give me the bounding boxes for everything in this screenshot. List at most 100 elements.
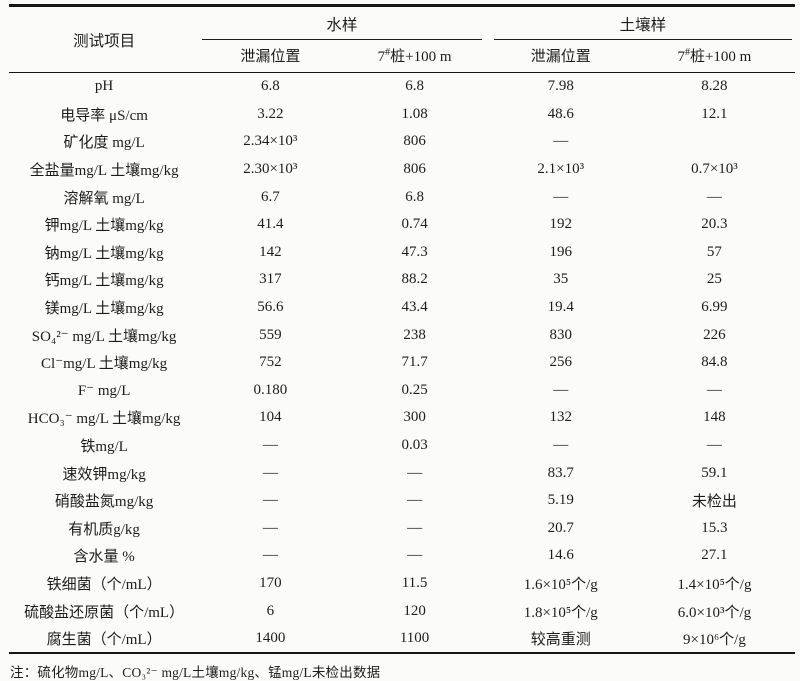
cell-value: 806 [403, 161, 426, 178]
cell-value: 1100 [341, 624, 488, 655]
row-label: 硫酸盐还原菌（个/mL） [24, 604, 185, 621]
cell-value: 2.1×10³ [537, 161, 585, 178]
cell-value: — [553, 188, 569, 205]
subheader-text: 桩+100 m [390, 49, 452, 65]
cell-value: 104 [259, 409, 282, 426]
cell-value: 19.4 [547, 299, 574, 316]
cell-value: — [706, 437, 722, 454]
row-label: 有机质g/kg [68, 521, 140, 538]
table-note: 注：硫化物mg/L、CO₃²⁻ mg/L土壤mg/kg、锰mg/L未检出数据 [10, 665, 381, 681]
cell-value: 317 [259, 271, 282, 288]
cell-value: — [407, 547, 423, 564]
table-row: 含水量 % — — 14.6 27.1 [9, 542, 795, 570]
cell-value: 47.3 [401, 243, 428, 260]
row-label: 含水量 % [73, 549, 135, 566]
cell-value: 830 [549, 326, 573, 343]
cell-value: — [262, 547, 278, 564]
subheader-water-leak-location: 泄漏位置 [199, 40, 342, 73]
cell-value: 6.7 [260, 188, 280, 205]
cell-value: 9×10⁶个/g [633, 624, 795, 655]
table-row: Cl⁻mg/L 土壤mg/kg 752 71.7 256 84.8 [9, 349, 795, 377]
cell-value: 5.19 [547, 492, 574, 509]
cell-value: 300 [403, 409, 426, 426]
cell-value: 20.7 [547, 519, 574, 536]
cell-value: 226 [703, 326, 726, 343]
cell-value: — [262, 437, 278, 454]
table-row: 镁mg/L 土壤mg/kg 56.6 43.4 19.4 6.99 [9, 294, 795, 322]
cell-value: 1.8×10⁵个/g [523, 604, 598, 621]
group-header-row: 测试项目 水样 土壤样 [9, 5, 795, 73]
table-row: 矿化度 mg/L 2.34×10³ 806 — [9, 128, 795, 156]
table-header: 测试项目 水样 土壤样 泄漏位置 7#桩+100 m 泄漏位置 7#桩+100 … [9, 5, 795, 73]
cell-value: 56.6 [257, 299, 284, 316]
superscript-hash: # [385, 47, 391, 58]
row-label: Cl⁻mg/L 土壤mg/kg [41, 356, 168, 373]
cell-value: 2.30×10³ [243, 161, 298, 178]
row-label: 腐生菌（个/mL） [9, 624, 200, 655]
table-row: HCO₃⁻ mg/L 土壤mg/kg 104 300 132 148 [9, 404, 795, 432]
cell-value: 0.180 [253, 381, 288, 398]
cell-value: 11.5 [401, 574, 428, 591]
cell-value: 27.1 [701, 547, 728, 564]
cell-value: 6.0×10³个/g [677, 604, 752, 621]
cell-value: — [262, 492, 278, 509]
cell-value: — [262, 464, 278, 481]
cell-value: 6 [266, 602, 275, 619]
cell-value [634, 128, 795, 156]
row-label: HCO₃⁻ mg/L 土壤mg/kg [27, 411, 181, 428]
table-row: SO₄²⁻ mg/L 土壤mg/kg 559 238 830 226 [9, 321, 795, 349]
cell-value: 83.7 [547, 464, 574, 481]
cell-value: 14.6 [547, 547, 574, 564]
document-page: 测试项目 水样 土壤样 泄漏位置 7#桩+100 m 泄漏位置 7#桩+100 … [0, 4, 800, 680]
group-header-water-label: 水样 [202, 13, 482, 40]
cell-value: 6.8 [260, 78, 280, 95]
table-row: 硫酸盐还原菌（个/mL） 6 120 1.8×10⁵个/g 6.0×10³个/g [9, 597, 795, 625]
cell-value: 3.22 [257, 105, 284, 122]
table-row: 电导率 μS/cm 3.22 1.08 48.6 12.1 [9, 101, 795, 129]
cell-value: — [407, 519, 423, 536]
cell-value: 148 [703, 409, 726, 426]
cell-value: 559 [259, 326, 282, 343]
subheader-text: 7 [677, 49, 685, 65]
cell-value: 6.99 [701, 299, 728, 316]
row-label: 镁mg/L 土壤mg/kg [44, 301, 164, 318]
table-row: 硝酸盐氮mg/kg — — 5.19 未检出 [9, 487, 795, 515]
row-label: 速效钾mg/kg [62, 466, 146, 483]
table-row: pH 6.8 6.8 7.98 8.28 [9, 73, 795, 101]
cell-value: 未检出 [691, 494, 737, 511]
cell-value: 12.1 [701, 105, 728, 122]
cell-value: — [553, 381, 569, 398]
cell-value: 196 [549, 243, 573, 260]
table-row: 铁mg/L — 0.03 — — [9, 432, 795, 460]
table-row: 铁细菌（个/mL） 170 11.5 1.6×10⁵个/g 1.4×10⁵个/g [9, 570, 795, 598]
subheader-text: 7 [377, 49, 386, 65]
subheader-soil-leak-location: 泄漏位置 [487, 40, 634, 73]
cell-value: 88.2 [401, 271, 428, 288]
corner-header-test-item: 测试项目 [9, 5, 200, 73]
row-label: 铁mg/L [80, 439, 128, 456]
cell-value: 较高重测 [487, 624, 634, 655]
subheader-water-pile7-100m: 7#桩+100 m [341, 40, 488, 73]
table-row: 腐生菌（个/mL） 1400 1100 较高重测 9×10⁶个/g [9, 624, 795, 655]
cell-value: 48.6 [547, 105, 574, 122]
table-row: 钾mg/L 土壤mg/kg 41.4 0.74 192 20.3 [9, 211, 795, 239]
cell-value: 41.4 [257, 216, 284, 233]
table-row: 溶解氧 mg/L 6.7 6.8 — — [9, 183, 795, 211]
cell-value: 170 [259, 574, 282, 591]
table-row: 钠mg/L 土壤mg/kg 142 47.3 196 57 [9, 239, 795, 267]
cell-value: 84.8 [701, 354, 728, 371]
row-label: 电导率 μS/cm [60, 107, 148, 124]
cell-value: 7.98 [547, 78, 574, 95]
row-label: 硝酸盐氮mg/kg [54, 494, 154, 511]
row-label: 钠mg/L 土壤mg/kg [44, 245, 164, 262]
cell-value: 256 [549, 354, 573, 371]
subheader-text: 桩+100 m [689, 49, 752, 65]
cell-value: 15.3 [701, 519, 728, 536]
row-label: 钾mg/L 土壤mg/kg [44, 218, 164, 235]
table-row: 有机质g/kg — — 20.7 15.3 [9, 515, 795, 543]
cell-value: 0.74 [401, 216, 428, 233]
table-row: F⁻ mg/L 0.180 0.25 — — [9, 377, 795, 405]
row-label: 钙mg/L 土壤mg/kg [44, 273, 164, 290]
cell-value: 752 [259, 354, 282, 371]
cell-value: 35 [553, 271, 569, 288]
